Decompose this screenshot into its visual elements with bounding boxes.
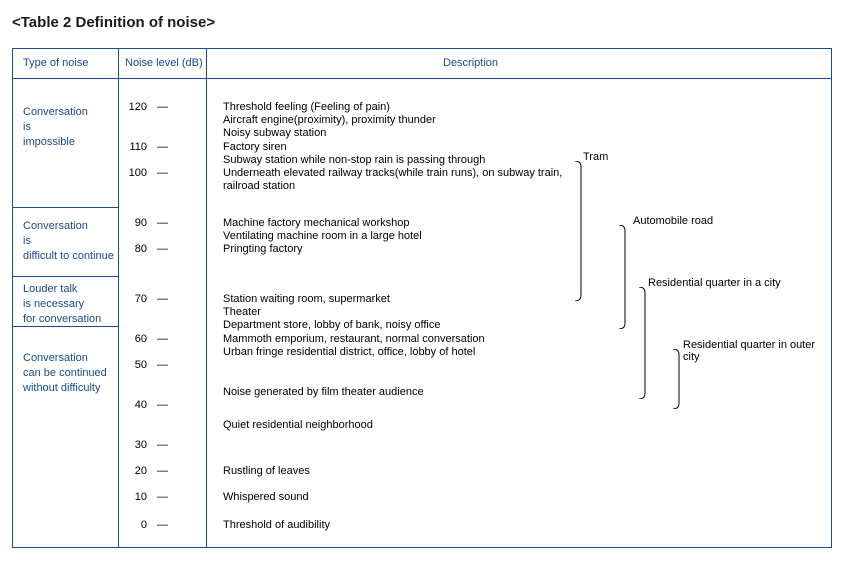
description-text: Noise generated by film theater audience [223,386,424,400]
description-text: Noisy subway station [223,127,326,141]
range-bracket [619,225,629,329]
description-text: railroad station [223,180,295,194]
description-text: Theater [223,306,261,320]
category-divider [13,207,119,208]
annotation-label: Tram [583,151,608,163]
description-text: Subway station while non-stop rain is pa… [223,154,485,168]
description-text: Ventilating machine room in a large hote… [223,230,422,244]
category-divider [13,276,119,277]
description-text: Underneath elevated railway tracks(while… [223,167,562,181]
description-text: Whispered sound [223,491,309,505]
description-text: Aircraft engine(proximity), proximity th… [223,114,436,128]
description-text: Factory siren [223,141,287,155]
noise-level-tick: 0— [125,519,168,531]
category-label: Conversationisdifficult to continue [23,219,114,264]
description-text: Quiet residential neighborhood [223,419,373,433]
noise-level-tick: 110— [125,141,168,153]
category-label: Louder talkis necessaryfor conversation [23,282,101,327]
noise-level-tick: 60— [125,333,168,345]
description-text: Rustling of leaves [223,465,310,479]
description-text: Station waiting room, supermarket [223,293,390,307]
annotation-label: Residential quarter in a city [648,277,781,289]
description-text: Machine factory mechanical workshop [223,217,409,231]
description-text: Urban fringe residential district, offic… [223,346,475,360]
table-title: <Table 2 Definition of noise> [12,14,215,31]
description-text: Pringting factory [223,243,302,257]
header-description: Description [443,57,498,69]
category-divider [13,326,119,327]
annotation-label: Residential quarter in outer city [683,339,831,363]
noise-level-tick: 30— [125,439,168,451]
category-label: Conversationcan be continuedwithout diff… [23,351,107,396]
noise-level-tick: 90— [125,217,168,229]
range-bracket [639,287,649,399]
noise-level-tick: 80— [125,243,168,255]
annotation-label: Automobile road [633,215,713,227]
noise-level-tick: 70— [125,293,168,305]
description-text: Mammoth emporium, restaurant, normal con… [223,333,485,347]
noise-level-tick: 120— [125,101,168,113]
description-text: Threshold feeling (Feeling of pain) [223,101,390,115]
noise-level-tick: 100— [125,167,168,179]
noise-level-tick: 10— [125,491,168,503]
noise-level-tick: 20— [125,465,168,477]
range-bracket [673,349,683,409]
range-bracket [575,161,585,301]
category-label: Conversationisimpossible [23,105,88,150]
description-text: Department store, lobby of bank, noisy o… [223,319,440,333]
noise-level-tick: 40— [125,399,168,411]
description-text: Threshold of audibility [223,519,330,533]
noise-level-tick: 50— [125,359,168,371]
noise-table: Type of noise Noise level (dB) Descripti… [12,48,832,548]
